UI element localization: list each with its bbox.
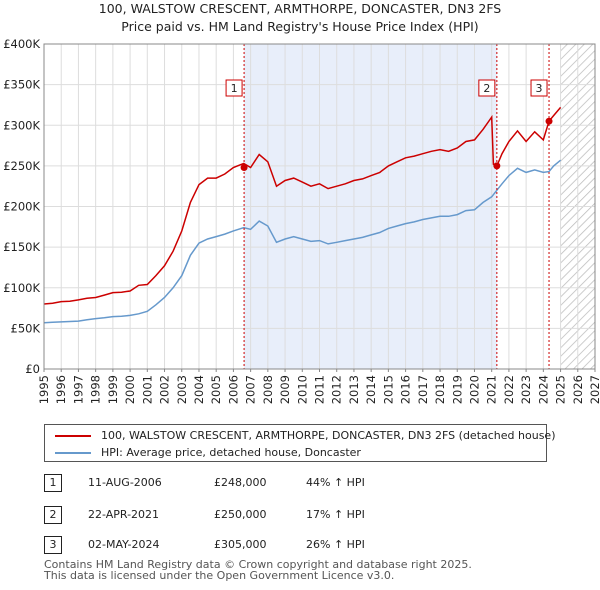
footer-line-2: This data is licensed under the Open Gov…	[44, 569, 395, 582]
legend-label-property: 100, WALSTOW CRESCENT, ARMTHORPE, DONCAS…	[101, 429, 556, 442]
marker-label: 2	[483, 82, 490, 95]
x-tick-label: 2021	[485, 375, 499, 404]
x-tick-label: 2001	[140, 375, 154, 404]
transaction-row: 2 22-APR-2021 £250,000 17% ↑ HPI	[44, 506, 564, 526]
chart-title: 100, WALSTOW CRESCENT, ARMTHORPE, DONCAS…	[98, 1, 502, 16]
transaction-row: 1 11-AUG-2006 £248,000 44% ↑ HPI	[44, 474, 564, 494]
transaction-hpi: 17% ↑ HPI	[306, 508, 365, 521]
transaction-number: 1	[44, 474, 62, 492]
x-tick-label: 2002	[158, 375, 172, 404]
series-lines	[43, 106, 562, 324]
y-tick-label: £350K	[3, 78, 40, 92]
x-tick-label: 2025	[554, 375, 568, 404]
transaction-date: 02-MAY-2024	[88, 538, 160, 551]
transaction-date: 22-APR-2021	[88, 508, 160, 521]
x-tick-label: 2020	[467, 375, 481, 404]
x-tick-label: 2011	[313, 375, 327, 404]
y-tick-label: £250K	[3, 159, 40, 173]
x-tick-label: 2010	[295, 375, 309, 404]
x-tick-label: 2017	[416, 375, 430, 404]
legend: 100, WALSTOW CRESCENT, ARMTHORPE, DONCAS…	[44, 424, 556, 462]
transaction-markers: 1 2 3	[225, 44, 553, 369]
y-tick-label: £400K	[3, 37, 40, 51]
marker-point	[493, 162, 501, 170]
transaction-row: 3 02-MAY-2024 £305,000 26% ↑ HPI	[44, 536, 564, 556]
transaction-price: £248,000	[214, 476, 267, 489]
footer-attribution: Contains HM Land Registry data © Crown c…	[44, 559, 472, 581]
x-tick-label: 1997	[71, 375, 85, 404]
price-chart: 1 2 3 £0 £50K £100K £150K £200K £250K £300K £350K…	[3, 37, 600, 404]
chart-subtitle: Price paid vs. HM Land Registry's House …	[121, 19, 479, 34]
transaction-hpi: 26% ↑ HPI	[306, 538, 365, 551]
x-tick-label: 2024	[536, 375, 550, 404]
x-tick-label: 2016	[399, 375, 413, 404]
x-tick-label: 1996	[54, 375, 68, 404]
marker-label: 3	[536, 82, 543, 95]
chart-title-block: 100, WALSTOW CRESCENT, ARMTHORPE, DONCAS…	[0, 0, 600, 36]
x-tick-label: 2008	[261, 375, 275, 404]
footer-line-1: Contains HM Land Registry data © Crown c…	[44, 558, 472, 571]
transaction-price: £250,000	[214, 508, 267, 521]
x-tick-label: 2003	[175, 375, 189, 404]
y-tick-label: £100K	[3, 281, 40, 295]
marker-box	[225, 79, 243, 97]
transaction-number: 3	[44, 536, 62, 554]
transaction-hpi: 44% ↑ HPI	[306, 476, 365, 489]
x-tick-label: 1995	[37, 375, 51, 404]
x-tick-label: 2013	[347, 375, 361, 404]
x-tick-label: 2006	[226, 375, 240, 404]
x-tick-label: 2009	[278, 375, 292, 404]
x-tick-label: 2007	[244, 375, 258, 404]
hpi-line	[43, 159, 562, 324]
legend-swatch-property	[55, 435, 91, 437]
y-tick-label: £50K	[11, 321, 41, 335]
x-tick-label: 2012	[330, 375, 344, 404]
x-tick-label: 2014	[364, 375, 378, 404]
x-tick-label: 2027	[588, 375, 600, 404]
x-tick-label: 1998	[89, 375, 103, 404]
y-tick-label: £200K	[3, 200, 40, 214]
x-tick-label: 1999	[106, 375, 120, 404]
x-tick-label: 2018	[433, 375, 447, 404]
x-tick-label: 2026	[571, 375, 585, 404]
price-paid-line	[43, 106, 562, 305]
transaction-number: 2	[44, 506, 62, 524]
x-tick-label: 2015	[381, 375, 395, 404]
y-tick-label: £0	[25, 362, 40, 376]
y-tick-label: £150K	[3, 240, 40, 254]
x-tick-label: 2005	[209, 375, 223, 404]
x-tick-label: 2000	[123, 375, 137, 404]
marker-box	[478, 79, 496, 97]
x-tick-label: 2023	[519, 375, 533, 404]
legend-swatch-hpi	[55, 452, 91, 454]
transaction-date: 11-AUG-2006	[88, 476, 162, 489]
y-tick-label: £300K	[3, 118, 40, 132]
marker-point	[545, 117, 553, 125]
transaction-price: £305,000	[214, 538, 267, 551]
x-tick-label: 2022	[502, 375, 516, 404]
legend-label-hpi: HPI: Average price, detached house, Donc…	[101, 446, 361, 459]
marker-box	[530, 79, 548, 97]
x-tick-label: 2004	[192, 375, 206, 404]
axes: £0 £50K £100K £150K £200K £250K £300K £350K £400…	[3, 37, 600, 404]
x-tick-label: 2019	[450, 375, 464, 404]
marker-point	[240, 164, 248, 171]
marker-label: 1	[231, 82, 238, 95]
